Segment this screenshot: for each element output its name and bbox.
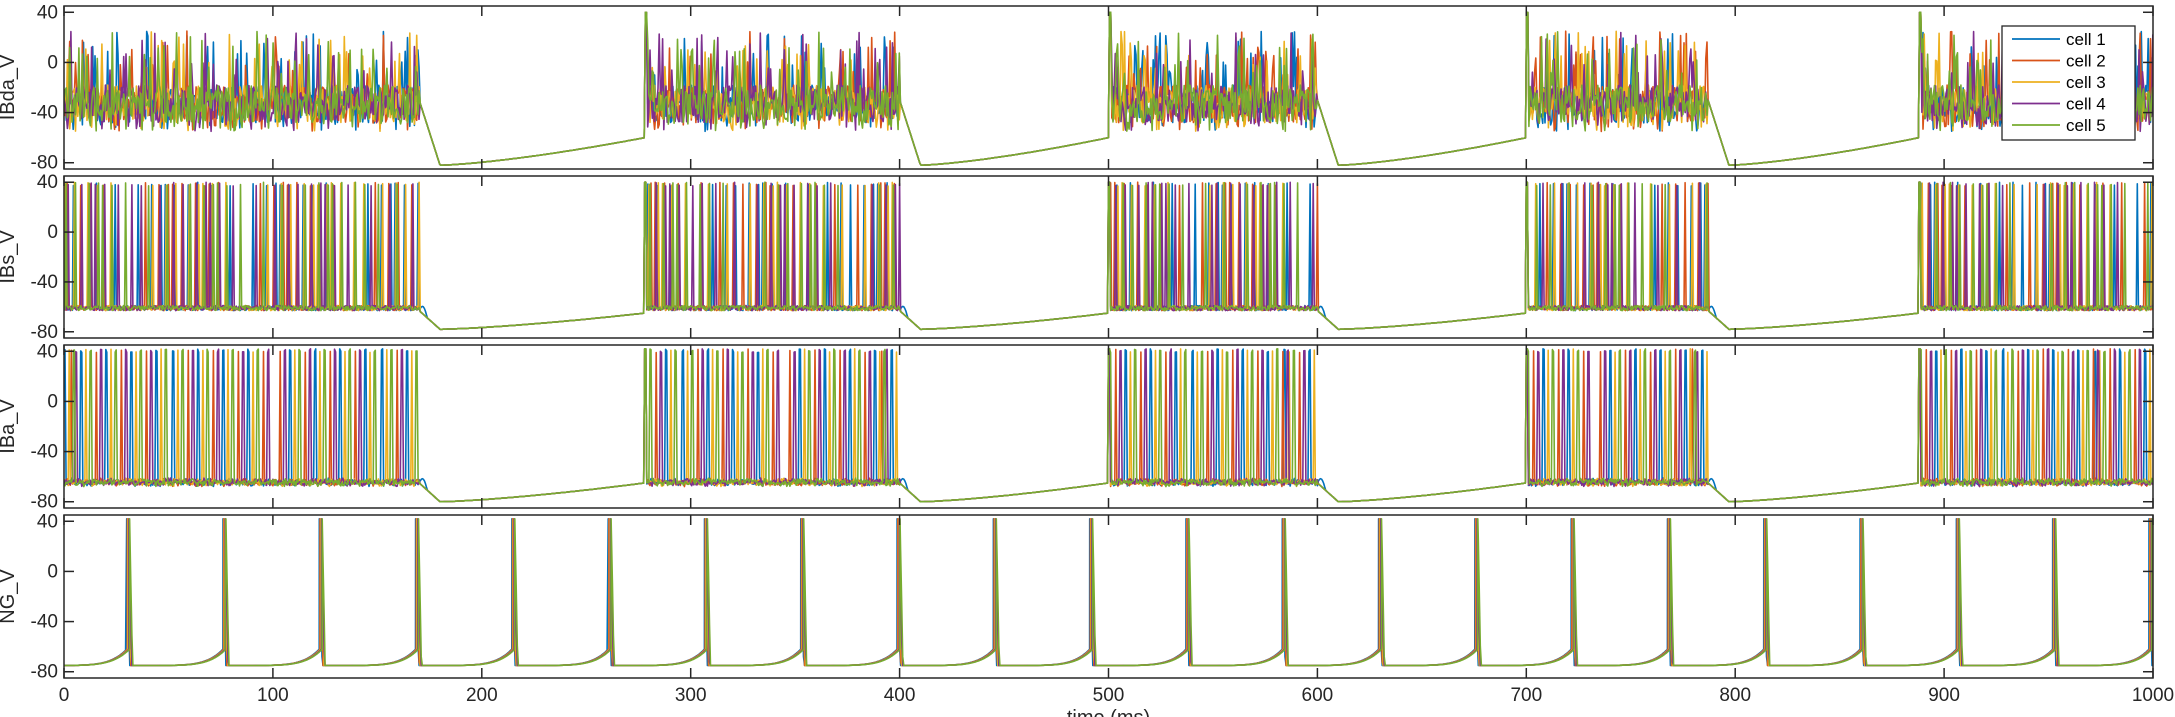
legend-entry: cell 4 — [2066, 95, 2106, 114]
legend: cell 1 cell 2 cell 3 cell 4 cell 5 — [2001, 25, 2136, 141]
x-tick-label: 0 — [59, 685, 70, 706]
axes-box — [63, 514, 2154, 679]
y-tick-label: -40 — [31, 442, 58, 463]
series-line-cell-5 — [64, 518, 2153, 667]
y-tick-label: -80 — [31, 662, 58, 683]
x-tick-label: 800 — [1719, 685, 1751, 706]
y-tick-label: 0 — [47, 391, 58, 412]
y-tick-label: -80 — [31, 322, 58, 343]
series-line-cell-2 — [64, 518, 2153, 667]
panel-1: 40 0 -40 -80 IBda_V — [0, 2, 2154, 174]
legend-entry: cell 1 — [2066, 30, 2106, 49]
x-tick-label: 300 — [675, 685, 707, 706]
series-line-cell-3 — [64, 518, 2153, 667]
series-group — [64, 348, 2153, 503]
y-tick-label: -40 — [31, 103, 58, 124]
legend-entry: cell 5 — [2066, 116, 2106, 135]
y-tick-label: 0 — [47, 222, 58, 243]
y-axis-label: IBa_V — [0, 399, 19, 454]
legend-box — [2001, 25, 2136, 141]
y-tick-label: 40 — [37, 2, 58, 23]
y-tick-label: -80 — [31, 492, 58, 513]
x-tick-label: 500 — [1093, 685, 1125, 706]
x-tick-label: 400 — [884, 685, 916, 706]
x-tick-label: 200 — [466, 685, 498, 706]
series-line-cell-1 — [64, 518, 2153, 667]
panel-3: 40 0 -40 -80 IBa_V — [0, 341, 2154, 513]
x-tick-label: 1000 — [2132, 685, 2174, 706]
x-tick-label: 600 — [1302, 685, 1334, 706]
legend-entry: cell 2 — [2066, 52, 2106, 71]
y-axis-label: IBda_V — [0, 54, 19, 120]
x-tick-label: 900 — [1928, 685, 1960, 706]
series-line-cell-4 — [64, 518, 2153, 667]
x-axis-label: time (ms) — [1067, 707, 1150, 717]
y-tick-label: -80 — [31, 153, 58, 174]
x-tick-label: 100 — [257, 685, 289, 706]
series-line-cell-5 — [64, 348, 2153, 503]
panel-4: 40 0 -40 -80 NG_V — [0, 511, 2154, 683]
series-line-cell-5 — [64, 181, 2153, 331]
x-tick-labels: 0 100 200 300 400 500 600 700 800 900 1000 — [59, 685, 2174, 706]
y-tick-label: -40 — [31, 272, 58, 293]
legend-entry: cell 3 — [2066, 73, 2106, 92]
panel-2: 40 0 -40 -80 IBs_V — [0, 172, 2154, 343]
series-group — [64, 11, 2153, 166]
y-tick-label: 40 — [37, 172, 58, 193]
y-tick-label: 0 — [47, 52, 58, 73]
y-tick-label: -40 — [31, 612, 58, 633]
x-tick-label: 700 — [1510, 685, 1542, 706]
y-tick-label: 40 — [37, 341, 58, 362]
y-tick-label: 40 — [37, 511, 58, 532]
y-tick-label: 0 — [47, 561, 58, 582]
series-group — [64, 181, 2153, 331]
series-line-cell-5 — [64, 11, 2153, 166]
y-axis-label: NG_V — [0, 569, 19, 624]
y-axis-label: IBs_V — [0, 230, 19, 284]
series-group — [64, 518, 2153, 667]
